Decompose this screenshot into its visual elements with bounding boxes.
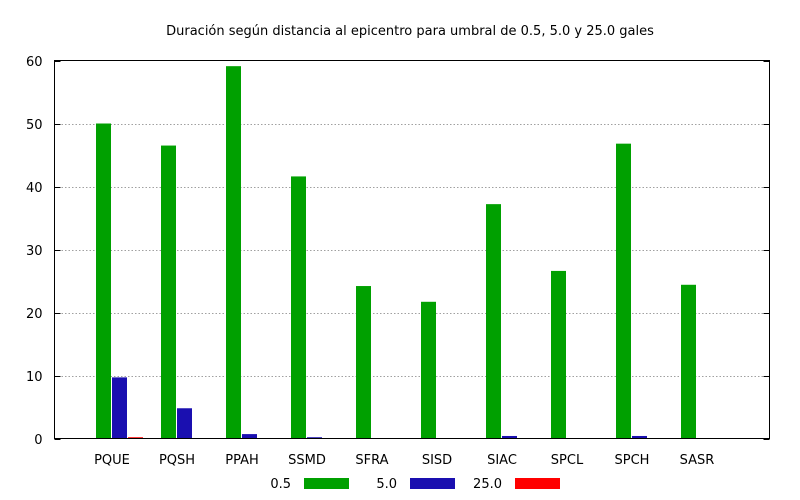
bar-ssmd-series-0 xyxy=(291,176,306,439)
legend-swatch-series-1 xyxy=(410,478,455,489)
bar-spch-series-0 xyxy=(616,143,631,439)
y-tick-label: 10 xyxy=(26,370,43,385)
x-tick-label-sfra: SFRA xyxy=(355,453,388,468)
bar-ssmd-series-1 xyxy=(307,437,322,439)
bar-siac-series-0 xyxy=(486,204,501,439)
legend-label-series-0: 0.5 xyxy=(270,477,291,492)
y-tick-label: 60 xyxy=(26,55,43,70)
bar-sasr-series-0 xyxy=(681,284,696,439)
bar-pque-series-0 xyxy=(96,123,111,439)
bar-sisd-series-0 xyxy=(421,301,436,439)
y-tick-label: 30 xyxy=(26,244,43,259)
chart-title: Duración según distancia al epicentro pa… xyxy=(166,24,654,39)
x-tick-label-ppah: PPAH xyxy=(225,453,259,468)
x-tick-label-pque: PQUE xyxy=(94,453,130,468)
x-tick-label-sasr: SASR xyxy=(680,453,715,468)
y-tick-label: 0 xyxy=(34,433,42,448)
bar-pque-series-2 xyxy=(128,437,143,439)
x-tick-label-spch: SPCH xyxy=(615,453,650,468)
bar-ppah-series-1 xyxy=(242,434,257,439)
plot-area xyxy=(54,60,770,439)
bar-ppah-series-0 xyxy=(226,66,241,439)
bar-siac-series-1 xyxy=(502,435,517,439)
y-axis: 0 10 20 30 40 50 60 xyxy=(26,55,770,448)
bar-spcl-series-0 xyxy=(551,270,566,439)
legend-label-series-2: 25.0 xyxy=(473,477,502,492)
y-tick-label: 50 xyxy=(26,118,43,133)
legend-swatch-series-2 xyxy=(515,478,560,489)
bar-pqsh-series-1 xyxy=(177,408,192,439)
bar-pque-series-1 xyxy=(112,377,127,439)
x-axis: PQUE PQSH PPAH SSMD SFRA SISD SIAC SPCL SPCH SASR xyxy=(94,453,714,468)
bars xyxy=(96,66,696,439)
bar-spch-series-1 xyxy=(632,435,647,439)
y-tick-label: 40 xyxy=(26,181,43,196)
legend-swatch-series-0 xyxy=(304,478,349,489)
x-tick-label-sisd: SISD xyxy=(422,453,452,468)
bar-pqsh-series-0 xyxy=(161,145,176,439)
x-tick-label-siac: SIAC xyxy=(487,453,517,468)
legend-label-series-1: 5.0 xyxy=(376,477,397,492)
x-tick-label-spcl: SPCL xyxy=(551,453,584,468)
y-tick-label: 20 xyxy=(26,307,43,322)
bar-sfra-series-0 xyxy=(356,286,371,439)
x-tick-label-ssmd: SSMD xyxy=(288,453,326,468)
legend: 0.5 5.0 25.0 xyxy=(270,477,560,492)
x-tick-label-pqsh: PQSH xyxy=(159,453,195,468)
